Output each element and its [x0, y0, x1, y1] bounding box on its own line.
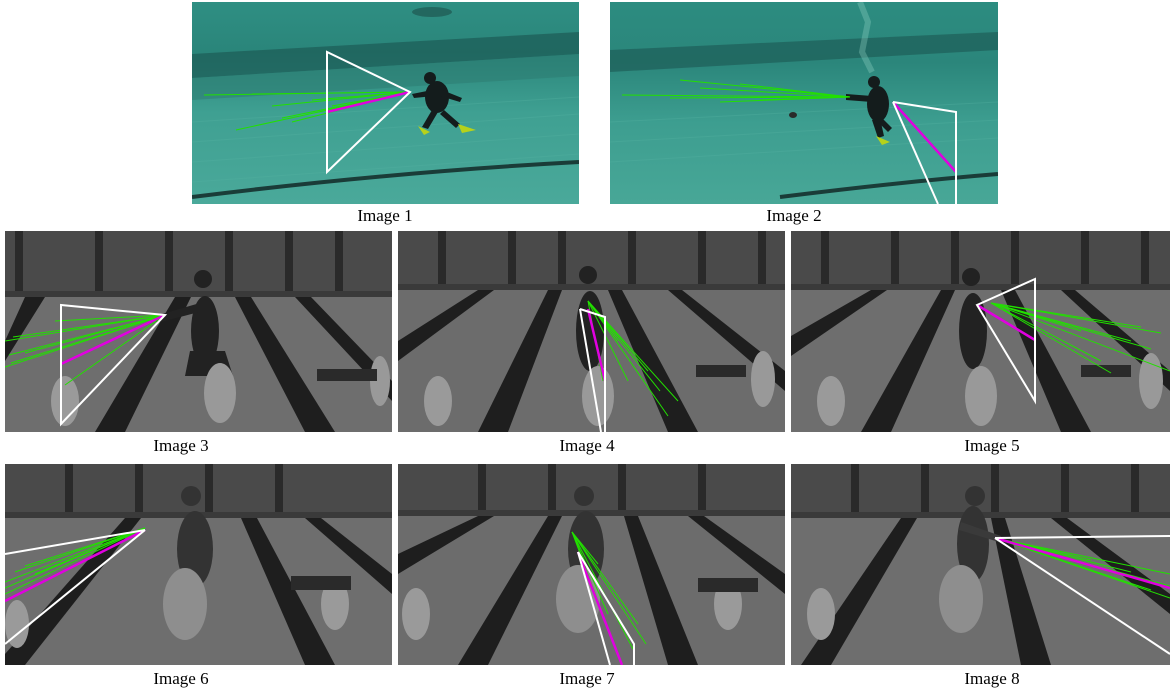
pointing-cone-overlay	[621, 79, 957, 204]
panel-image-2	[610, 2, 998, 204]
pointing-cone-overlay	[579, 300, 679, 432]
panel-image-1	[192, 2, 579, 204]
pool-pointing-photo-6	[5, 464, 392, 665]
panel-image-7	[398, 464, 785, 665]
underwater-diver-photo-2	[610, 2, 998, 204]
panel-image-4	[398, 231, 785, 432]
pool-pointing-photo-4	[398, 231, 785, 432]
diver-figure	[846, 76, 892, 138]
caption-image-1: Image 1	[357, 206, 413, 225]
pointing-cone-overlay	[203, 50, 412, 175]
caption-image-6: Image 6	[153, 669, 209, 688]
diver-figure	[412, 72, 462, 129]
pool-pointing-photo-7	[398, 464, 785, 665]
underwater-diver-photo-1	[192, 2, 579, 204]
caption-image-7: Image 7	[559, 669, 615, 688]
panel-image-6	[5, 464, 392, 665]
lane-stripes	[398, 516, 785, 665]
pool-pointing-photo-8	[791, 464, 1170, 665]
pointing-cone-overlay	[571, 531, 647, 665]
caption-image-3: Image 3	[153, 436, 209, 455]
lane-stripes	[5, 518, 392, 665]
pointing-cone-overlay	[994, 535, 1170, 655]
panel-image-8	[791, 464, 1170, 665]
caption-image-8: Image 8	[964, 669, 1020, 688]
caption-image-4: Image 4	[559, 436, 615, 455]
caption-image-5: Image 5	[964, 436, 1020, 455]
pointing-cone-overlay	[5, 303, 168, 427]
pool-pointing-photo-3	[5, 231, 392, 432]
pool-pointing-photo-5	[791, 231, 1170, 432]
pointing-cone-overlay	[975, 277, 1170, 405]
caption-image-2: Image 2	[766, 206, 822, 225]
pointing-cone-overlay	[5, 527, 146, 645]
panel-image-3	[5, 231, 392, 432]
panel-image-5	[791, 231, 1170, 432]
